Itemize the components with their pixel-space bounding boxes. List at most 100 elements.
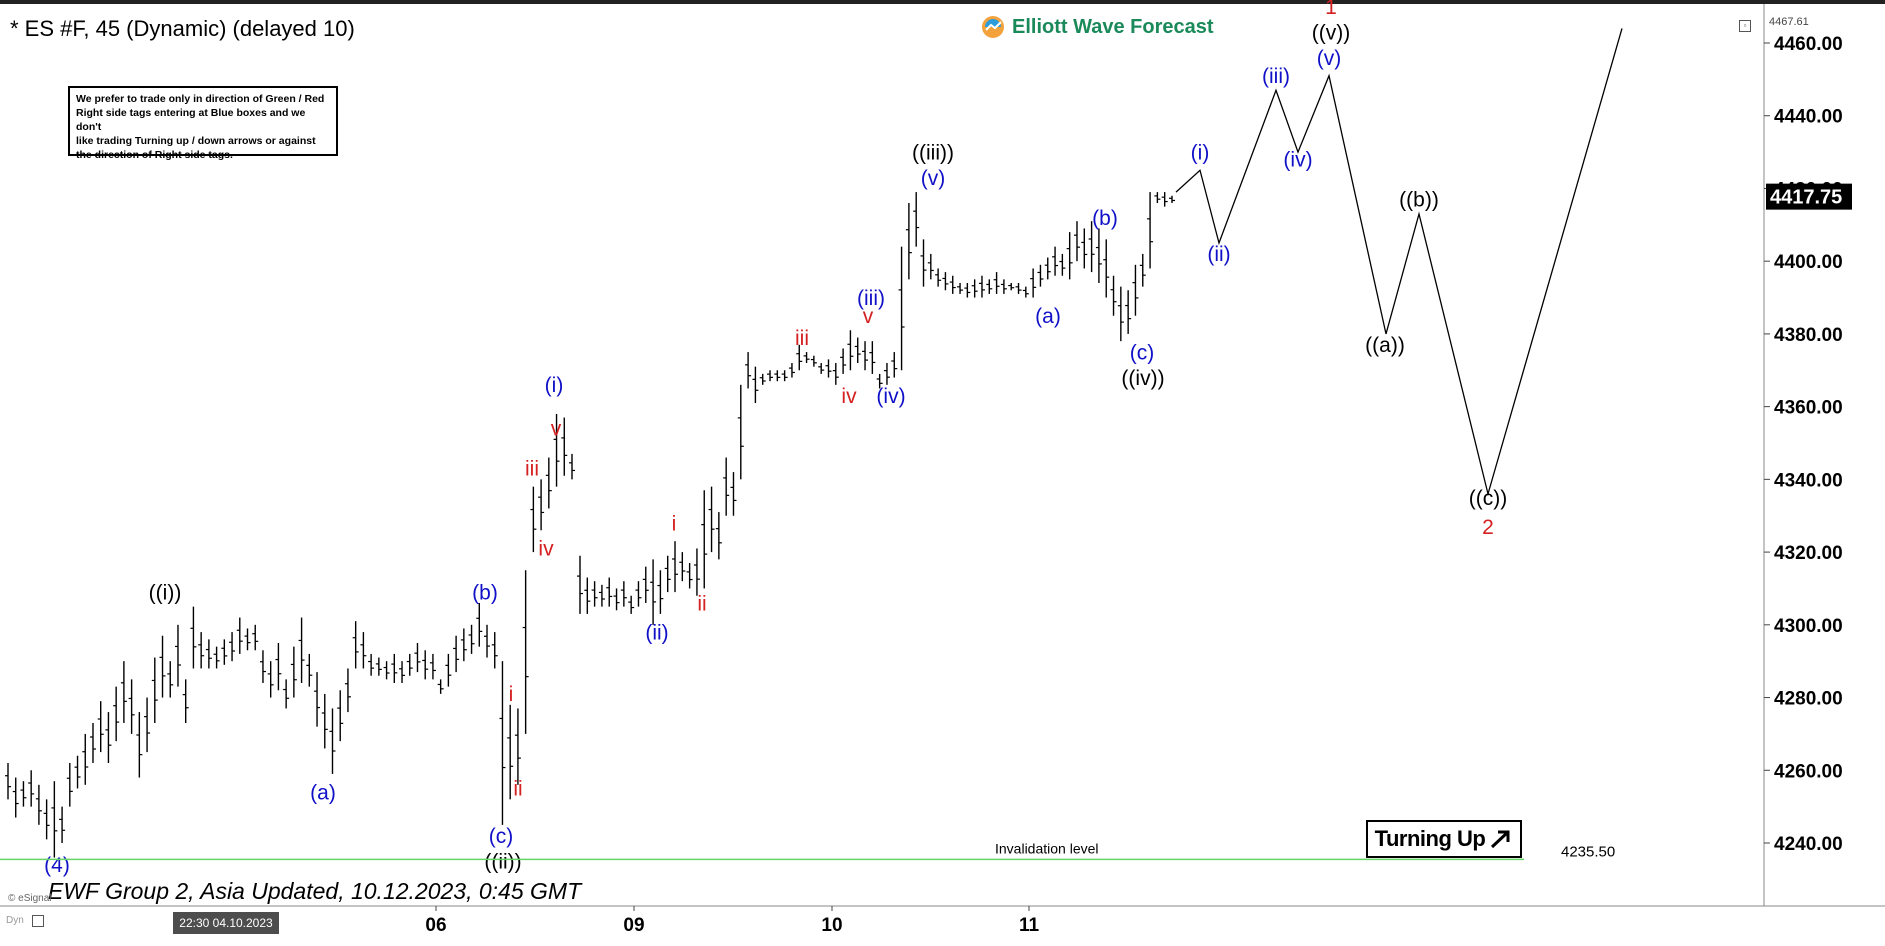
ohlc-bar: [723, 457, 730, 516]
ohlc-bar: [935, 268, 942, 287]
ohlc-bar: [913, 192, 920, 247]
ohlc-bar: [986, 279, 993, 294]
ohlc-bar: [825, 359, 832, 378]
wave-label: (iv): [1283, 149, 1312, 172]
ohlc-bar: [657, 570, 664, 614]
ohlc-bar: [1037, 264, 1044, 287]
ohlc-bar: [259, 650, 266, 683]
ohlc-bar: [664, 555, 671, 593]
ohlc-bar: [406, 653, 413, 676]
ohlc-bar: [1147, 192, 1154, 269]
ohlc-bar: [796, 344, 803, 371]
chart-title: * ES #F, 45 (Dynamic) (delayed 10): [10, 16, 355, 41]
wave-label: ((i)): [149, 581, 182, 604]
ohlc-bar: [329, 708, 336, 774]
ohlc-bar: [642, 566, 649, 603]
ohlc-bar: [290, 646, 297, 698]
ohlc-bar: [854, 337, 861, 363]
invalidation-label: Invalidation level: [995, 840, 1099, 856]
ohlc-bar: [686, 563, 693, 589]
ohlc-bar: [182, 679, 189, 723]
note-line-4: the direction of Right side tags.: [76, 149, 233, 161]
ohlc-bar: [553, 413, 560, 487]
settings-icon[interactable]: [32, 915, 44, 927]
ohlc-bar: [1103, 239, 1110, 298]
ohlc-bar: [598, 584, 605, 607]
ohlc-bar: [522, 570, 529, 734]
y-tick-label: 4340.00: [1774, 470, 1843, 491]
ohlc-bar: [971, 279, 978, 298]
ohlc-bar: [920, 239, 927, 287]
ohlc-bar: [745, 352, 752, 389]
ohlc-bar: [1022, 286, 1029, 298]
ohlc-bar: [942, 272, 949, 291]
ohlc-bar: [613, 588, 620, 611]
ohlc-bar: [905, 203, 912, 280]
trading-note-box: We prefer to trade only in direction of …: [68, 86, 338, 161]
ohlc-bar: [1088, 221, 1095, 273]
ohlc-bar: [275, 643, 282, 691]
note-line-1: We prefer to trade only in direction of …: [76, 93, 325, 105]
ohlc-bar: [708, 486, 715, 553]
x-tick-label: 09: [623, 915, 644, 936]
ohlc-bar: [337, 690, 344, 742]
wave-label: ((v)): [1312, 21, 1350, 44]
ohlc-bar: [352, 621, 359, 669]
ohlc-bar: [113, 686, 120, 742]
x-tick-label: 11: [1019, 915, 1040, 936]
ohlc-bar: [422, 650, 429, 680]
ohlc-bar: [1095, 228, 1102, 283]
x-tick-label: 06: [425, 915, 446, 936]
ohlc-bar: [252, 624, 259, 651]
ohlc-bar: [213, 646, 220, 669]
wave-label: (ii): [1207, 243, 1230, 266]
wave-label: v: [551, 418, 562, 441]
ohlc-bar: [499, 661, 506, 825]
ohlc-bar: [545, 457, 552, 509]
ohlc-bar: [752, 366, 759, 403]
y-tick-label: 4320.00: [1774, 543, 1843, 564]
wave-label: i: [509, 683, 514, 706]
wave-label: ((ii)): [484, 850, 521, 873]
wave-label: v: [863, 305, 874, 328]
ohlc-bar: [635, 581, 642, 607]
update-footer: EWF Group 2, Asia Updated, 10.12.2023, 0…: [48, 878, 582, 904]
ohlc-bar: [730, 472, 737, 516]
wave-label: ((iii)): [912, 141, 954, 164]
top-border: [0, 0, 1885, 4]
window-restore-icon[interactable]: ▫: [1739, 20, 1751, 32]
y-tick-label: 4460.00: [1774, 34, 1843, 55]
brand-logo: Elliott Wave Forecast: [980, 12, 1214, 42]
ohlc-bar: [759, 373, 766, 385]
y-tick-label: 4300.00: [1774, 616, 1843, 637]
wave-label: iii: [795, 327, 809, 350]
ohlc-bar: [491, 632, 498, 669]
y-tick-label: 4380.00: [1774, 325, 1843, 346]
wave-label: iii: [525, 458, 539, 481]
ohlc-bar: [59, 806, 66, 843]
price-bars: [5, 192, 1175, 858]
ohlc-bar: [1110, 275, 1117, 316]
ohlc-bar: [151, 657, 158, 723]
ohlc-bar: [569, 453, 575, 480]
ohlc-bar: [429, 653, 436, 680]
arrow-up-right-icon: [1491, 830, 1510, 849]
ohlc-bar: [810, 355, 817, 367]
ohlc-bar: [120, 661, 127, 723]
ohlc-bar: [159, 635, 166, 698]
x-tick-label: 10: [821, 915, 842, 936]
ohlc-bar: [460, 628, 467, 662]
ohlc-bar: [167, 661, 174, 698]
note-line-2: Right side tags entering at Blue boxes a…: [76, 107, 306, 133]
ohlc-bar: [620, 581, 627, 607]
ohlc-bar: [198, 632, 205, 669]
wave-label: ((b)): [1399, 189, 1439, 212]
ohlc-bar: [1066, 232, 1073, 280]
top-price-readout: 4467.61: [1769, 16, 1809, 28]
ohlc-bar: [82, 733, 89, 785]
ohlc-bar: [1030, 268, 1037, 298]
ohlc-bar: [1052, 246, 1059, 276]
wave-label: ((iv)): [1121, 367, 1164, 390]
